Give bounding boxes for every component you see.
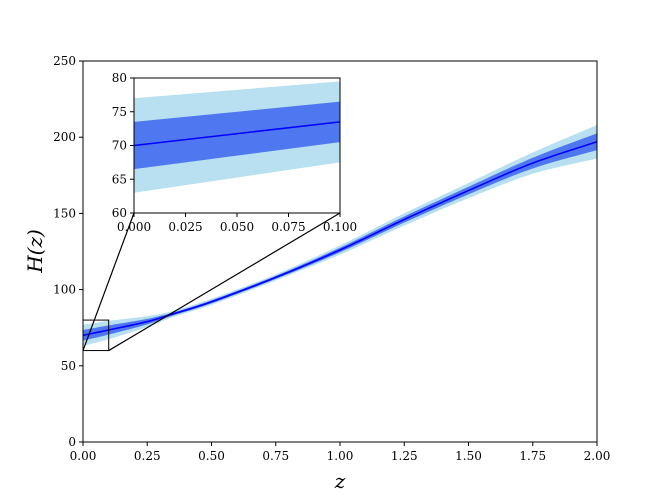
x-tick-label: 2.00: [584, 449, 611, 463]
y-axis-label: H(z): [23, 229, 47, 274]
y-tick-label: 80: [112, 71, 127, 85]
y-tick-label: 65: [112, 172, 127, 186]
band-1sigma: [134, 101, 340, 170]
y-tick-label: 50: [61, 359, 76, 373]
x-tick-label: 1.00: [327, 449, 354, 463]
x-axis-label: z: [334, 469, 346, 493]
x-tick-label: 0.075: [271, 220, 305, 234]
main-bands: [82, 125, 598, 346]
y-tick-label: 150: [53, 206, 76, 220]
inset-plot: 0.000 0.025 0.050 0.075 0.100 60 65 70 75 80: [112, 71, 357, 234]
y-tick-label: 200: [53, 130, 76, 144]
zoom-connector-left: [82, 212, 135, 351]
main-y-ticks: 0 50 100 150 200 250: [53, 54, 83, 449]
y-tick-label: 250: [53, 54, 76, 68]
y-tick-label: 70: [112, 139, 127, 153]
main-plot: 0.00 0.25 0.50 0.75 1.00 1.25 1.50 1.75 2.00 0 50…: [23, 54, 610, 493]
mean-line: [82, 141, 598, 337]
y-tick-label: 0: [68, 435, 76, 449]
x-tick-label: 0.000: [117, 220, 151, 234]
band-1sigma: [83, 133, 597, 341]
x-tick-label: 1.50: [455, 449, 482, 463]
x-tick-label: 1.25: [391, 449, 418, 463]
x-tick-label: 0.75: [262, 449, 289, 463]
y-tick-label: 100: [53, 283, 76, 297]
inset-x-ticks: 0.000 0.025 0.050 0.075 0.100: [117, 213, 357, 234]
x-tick-label: 0.50: [198, 449, 225, 463]
x-tick-label: 0.100: [323, 220, 357, 234]
main-x-ticks: 0.00 0.25 0.50 0.75 1.00 1.25 1.50 1.75 2.00: [70, 442, 611, 463]
zoom-connector-right: [108, 212, 341, 352]
x-tick-label: 1.75: [519, 449, 546, 463]
y-tick-label: 60: [112, 206, 127, 220]
x-tick-label: 0.00: [70, 449, 97, 463]
x-tick-label: 0.050: [220, 220, 254, 234]
inset-bands: [133, 81, 341, 193]
inset-y-ticks: 60 65 70 75 80: [112, 71, 134, 220]
x-tick-label: 0.025: [168, 220, 202, 234]
y-tick-label: 75: [112, 105, 127, 119]
x-tick-label: 0.25: [134, 449, 161, 463]
mean-line: [133, 121, 341, 147]
